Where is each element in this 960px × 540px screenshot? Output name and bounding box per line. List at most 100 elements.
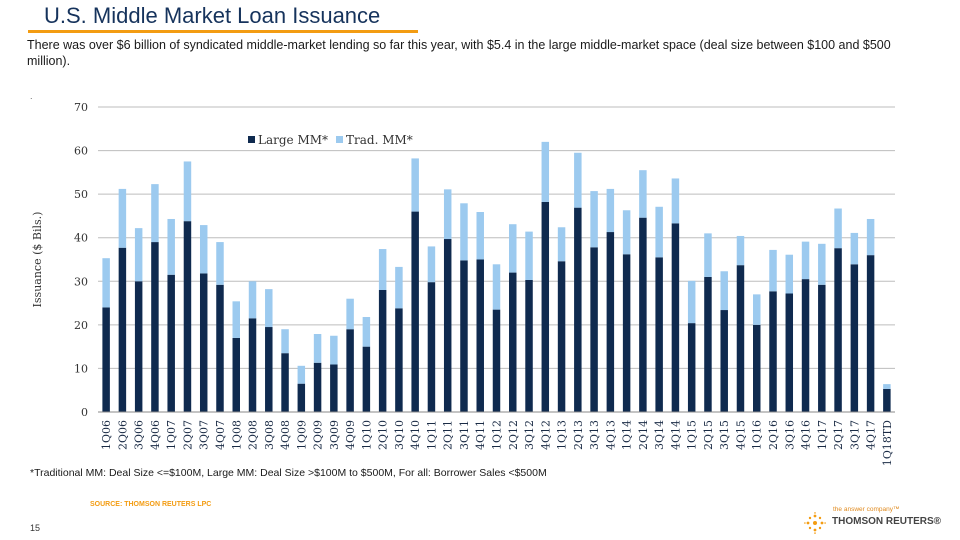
bar-large-mm-2q14 <box>639 217 647 412</box>
bar-large-mm-3q16 <box>785 293 794 412</box>
y-tick-label: 40 <box>74 232 88 245</box>
bar-large-mm-4q10 <box>411 211 419 412</box>
bar-trad-mm-2q07 <box>183 161 192 222</box>
brand-name: THOMSON REUTERS® <box>832 516 942 527</box>
x-tick-label: 1Q12 <box>491 420 504 450</box>
title-bar <box>28 0 418 33</box>
bar-trad-mm-4q10 <box>411 158 419 212</box>
x-tick-label: 4Q14 <box>669 420 682 450</box>
x-tick-label: 4Q17 <box>865 420 878 450</box>
legend-swatch <box>336 136 343 143</box>
x-tick-label: 3Q16 <box>783 420 796 450</box>
bar-large-mm-3q09 <box>330 364 338 412</box>
x-tick-label: 2Q10 <box>377 420 390 450</box>
brand-tagline: the answer company™ <box>833 506 900 513</box>
bar-large-mm-1q08 <box>232 337 240 412</box>
source-label: SOURCE: THOMSON REUTERS LPC <box>90 501 212 508</box>
bar-trad-mm-1q15 <box>687 280 696 324</box>
x-tick-label: 3Q11 <box>458 420 471 450</box>
legend-label: Large MM* <box>258 133 328 147</box>
bar-large-mm-2q06 <box>118 247 127 412</box>
bar-large-mm-1q12 <box>492 309 501 412</box>
bar-trad-mm-2q06 <box>118 188 127 248</box>
bar-trad-mm-1q08 <box>232 301 240 338</box>
bar-trad-mm-3q12 <box>525 231 533 280</box>
subtitle: There was over $6 billion of syndicated … <box>27 38 891 68</box>
x-tick-label: 2Q17 <box>832 420 845 450</box>
x-tick-label: 2Q06 <box>116 420 129 450</box>
bar-large-mm-2q12 <box>509 272 517 412</box>
stray-dot: . <box>30 91 33 101</box>
bar-trad-mm-2q09 <box>313 334 322 363</box>
x-tick-label: 3Q12 <box>523 420 536 450</box>
bar-large-mm-4q06 <box>151 242 159 412</box>
bar-large-mm-4q14 <box>671 223 680 412</box>
bar-trad-mm-1q18td <box>883 384 891 389</box>
page-title: U.S. Middle Market Loan Issuance <box>44 3 381 28</box>
x-tick-label: 2Q09 <box>312 420 325 450</box>
bar-trad-mm-3q07 <box>199 225 208 274</box>
bar-trad-mm-4q11 <box>476 212 484 260</box>
bar-large-mm-3q17 <box>850 264 859 412</box>
x-tick-label: 4Q07 <box>214 420 227 450</box>
bar-large-mm-3q07 <box>199 273 208 412</box>
bar-large-mm-3q15 <box>720 310 728 412</box>
x-tick-label: 2Q07 <box>181 420 194 450</box>
bar-trad-mm-4q06 <box>151 184 159 243</box>
bar-large-mm-2q08 <box>248 318 257 412</box>
bar-trad-mm-1q16 <box>753 294 761 325</box>
bar-large-mm-1q15 <box>687 323 696 412</box>
bar-large-mm-2q13 <box>574 207 582 412</box>
bar-trad-mm-3q09 <box>330 335 338 365</box>
x-tick-label: 4Q13 <box>604 420 617 450</box>
bar-large-mm-1q07 <box>167 274 175 412</box>
bar-large-mm-4q07 <box>216 284 224 412</box>
bar-trad-mm-4q17 <box>866 218 875 256</box>
y-tick-label: 60 <box>74 145 88 158</box>
bar-trad-mm-1q17 <box>818 243 826 285</box>
y-tick-label: 70 <box>74 101 88 114</box>
bar-trad-mm-4q12 <box>541 141 550 202</box>
x-tick-label: 3Q10 <box>393 420 406 450</box>
bar-trad-mm-2q12 <box>509 224 517 273</box>
y-tick-label: 0 <box>81 406 88 419</box>
bar-trad-mm-4q09 <box>346 298 354 330</box>
bar-trad-mm-1q09 <box>297 365 306 384</box>
x-tick-label: 1Q13 <box>556 420 569 450</box>
bar-trad-mm-2q14 <box>639 170 647 218</box>
x-tick-label: 4Q09 <box>344 420 357 450</box>
bar-trad-mm-4q14 <box>671 178 680 224</box>
x-tick-label: 3Q14 <box>653 420 666 450</box>
footnote: *Traditional MM: Deal Size <=$100M, Larg… <box>30 467 547 479</box>
y-tick-label: 50 <box>74 188 88 201</box>
bar-trad-mm-2q10 <box>378 249 387 290</box>
bar-large-mm-4q11 <box>476 259 484 412</box>
bar-trad-mm-4q08 <box>281 329 289 354</box>
bar-large-mm-1q17 <box>818 284 826 412</box>
bar-trad-mm-4q16 <box>801 241 810 280</box>
bar-large-mm-4q09 <box>346 329 354 412</box>
bar-large-mm-2q15 <box>704 276 712 412</box>
x-tick-label: 4Q06 <box>149 420 162 450</box>
bar-large-mm-1q18td <box>883 388 891 412</box>
x-tick-label: 3Q15 <box>718 420 731 450</box>
x-tick-label: 1Q08 <box>230 420 243 450</box>
bar-trad-mm-3q16 <box>785 254 794 294</box>
x-tick-label: 2Q11 <box>442 420 455 450</box>
bar-trad-mm-4q07 <box>216 242 224 285</box>
y-tick-label: 10 <box>74 362 88 375</box>
x-tick-label: 1Q11 <box>425 420 438 450</box>
legend-box <box>244 130 416 150</box>
bar-large-mm-3q06 <box>134 281 143 412</box>
bar-trad-mm-3q15 <box>720 271 728 311</box>
x-tick-label: 2Q14 <box>637 420 650 450</box>
bar-large-mm-1q11 <box>427 282 436 412</box>
bar-trad-mm-4q15 <box>736 235 745 266</box>
page-number: 15 <box>30 523 41 533</box>
bar-large-mm-1q06 <box>102 307 110 412</box>
x-tick-label: 4Q15 <box>734 420 747 450</box>
x-tick-label: 1Q07 <box>165 420 178 450</box>
bar-large-mm-3q13 <box>590 247 598 412</box>
